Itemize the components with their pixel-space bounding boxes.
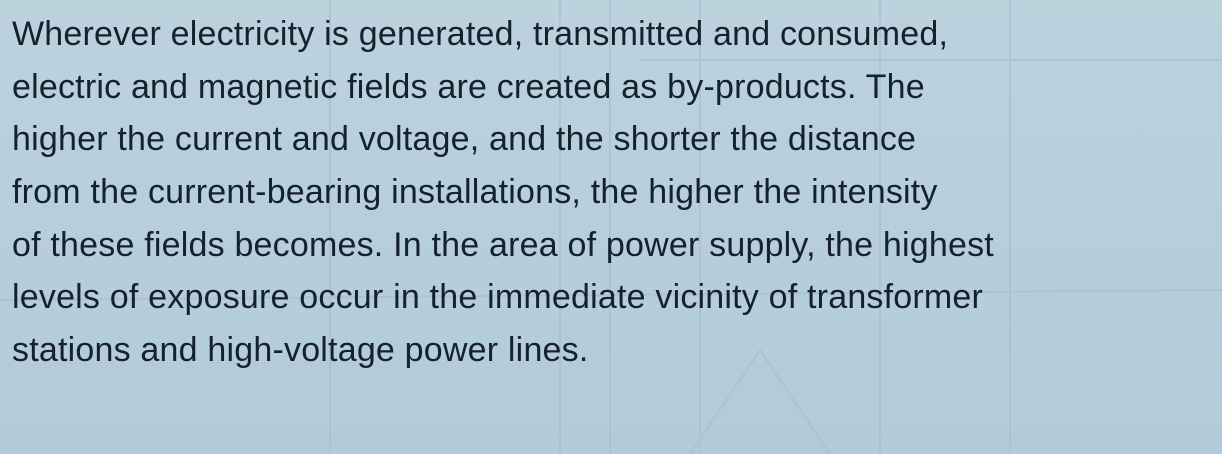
text-line: electric and magnetic fields are created…: [12, 67, 925, 106]
paragraph: Wherever electricity is generated, trans…: [12, 8, 1217, 377]
text-line: from the current-bearing installations, …: [12, 173, 938, 212]
text-line: of these fields becomes. In the area of …: [12, 225, 994, 264]
text-line: stations and high-voltage power lines.: [12, 331, 589, 370]
text-line: higher the current and voltage, and the …: [12, 120, 917, 159]
text-line: levels of exposure occur in the immediat…: [12, 278, 984, 317]
text-line: Wherever electricity is generated, trans…: [12, 15, 949, 53]
